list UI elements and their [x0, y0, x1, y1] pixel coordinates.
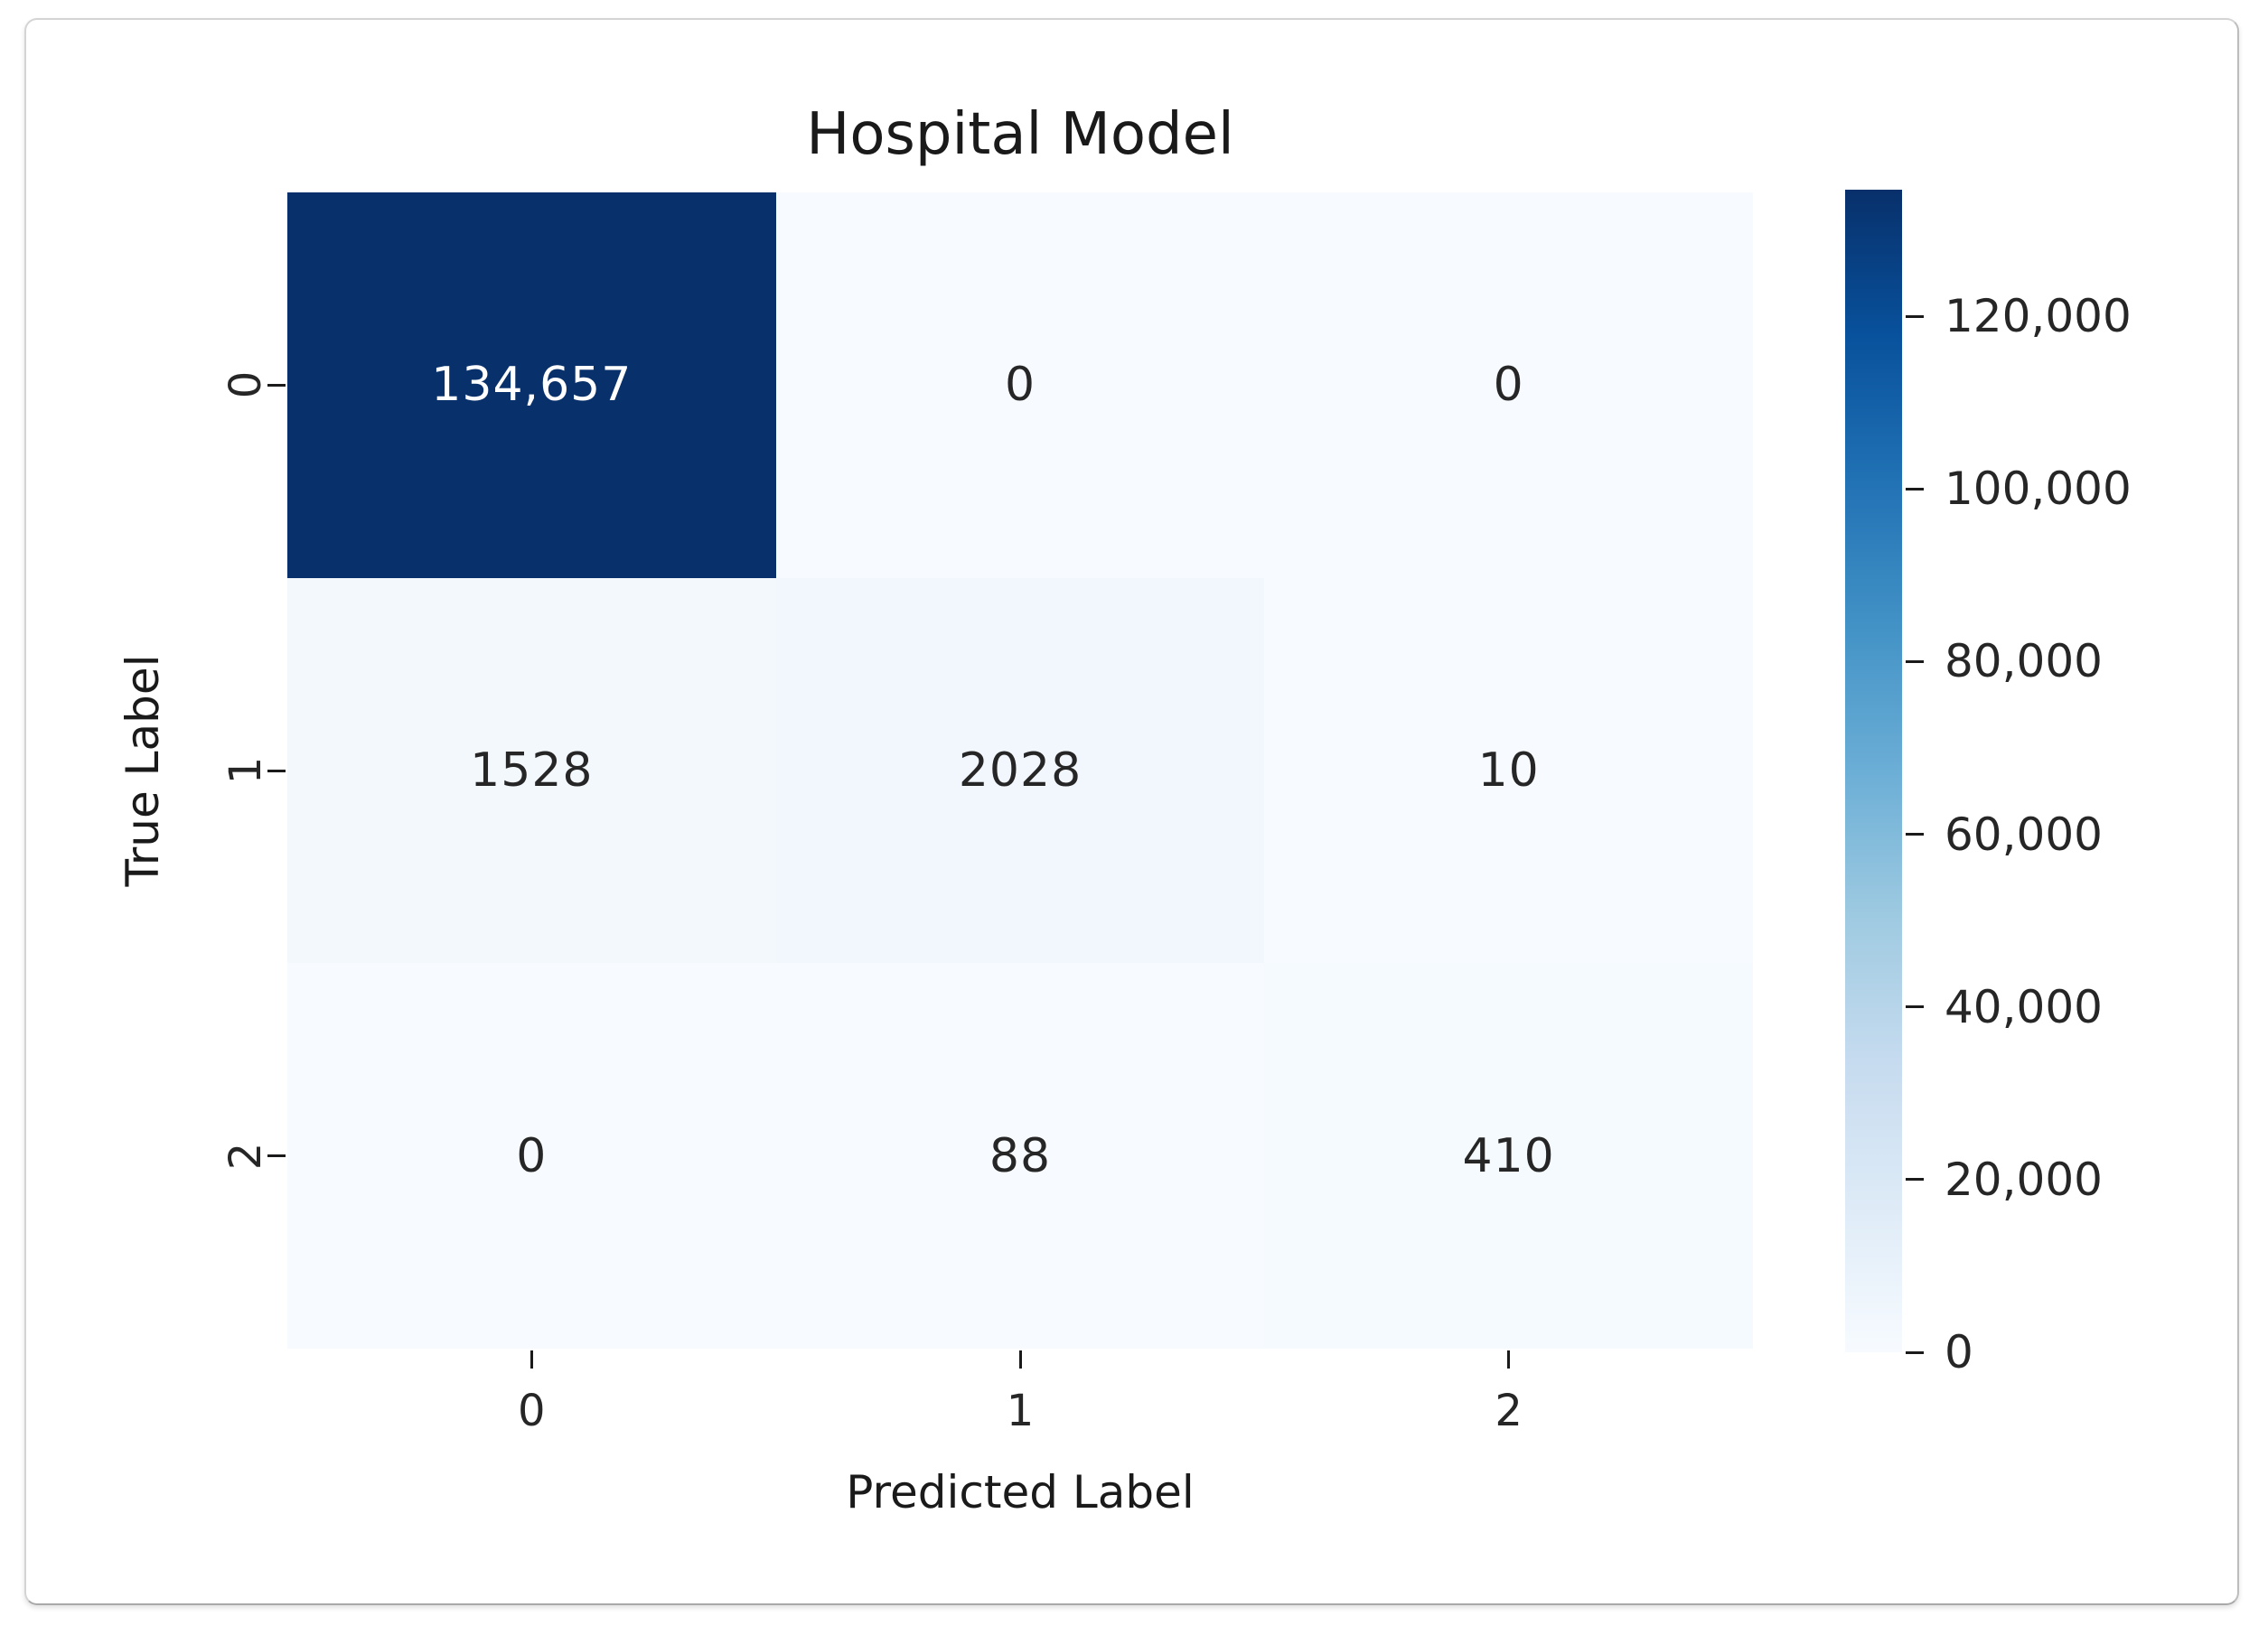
cell-value: 1528 [470, 743, 594, 798]
colorbar-tick-label: 100,000 [1945, 462, 2132, 516]
heatmap-cell-r0c1: 0 [775, 192, 1265, 578]
y-tick-mark [267, 1154, 286, 1158]
cell-value: 0 [1004, 358, 1036, 413]
heatmap-cell-r1c0: 1528 [287, 577, 776, 964]
colorbar-gradient [1845, 190, 1902, 1352]
x-tick-mark [1018, 1350, 1022, 1369]
x-tick-label: 1 [1006, 1386, 1035, 1436]
colorbar-tick-mark [1906, 1178, 1924, 1182]
x-tick-label: 2 [1495, 1386, 1523, 1436]
colorbar-tick-label: 80,000 [1945, 635, 2103, 688]
x-tick-mark [530, 1350, 533, 1369]
colorbar-tick-label: 40,000 [1945, 980, 2103, 1033]
chart-title: Hospital Model [806, 101, 1234, 168]
heatmap-cell-r2c1: 88 [775, 963, 1265, 1349]
cell-value: 88 [989, 1128, 1052, 1183]
heatmap-cell-r0c2: 0 [1264, 192, 1753, 578]
heatmap-cell-r2c2: 410 [1264, 963, 1753, 1349]
x-tick-mark [1507, 1350, 1511, 1369]
cell-value: 0 [516, 1128, 548, 1183]
y-tick-label: 2 [220, 1142, 271, 1170]
y-tick-mark [267, 769, 286, 772]
colorbar-tick-label: 120,000 [1945, 290, 2132, 343]
colorbar-tick-mark [1906, 1350, 1924, 1354]
cell-value: 0 [1493, 358, 1524, 413]
y-tick-label: 0 [220, 371, 271, 399]
cell-value: 134,657 [431, 358, 633, 413]
heatmap-cell-r1c2: 10 [1264, 577, 1753, 964]
heatmap-cell-r0c0: 134,657 [287, 192, 776, 578]
y-axis-label: True Label [117, 654, 169, 887]
heatmap-cell-r1c1: 2028 [775, 577, 1265, 964]
cell-value: 10 [1477, 743, 1540, 798]
cell-value: 410 [1462, 1128, 1555, 1183]
colorbar-tick-label: 20,000 [1945, 1153, 2103, 1206]
colorbar-tick-mark [1906, 659, 1924, 663]
colorbar-tick-mark [1906, 314, 1924, 318]
colorbar-tick-mark [1906, 833, 1924, 836]
cell-value: 2028 [958, 743, 1082, 798]
heatmap-cell-r2c0: 0 [287, 963, 776, 1349]
colorbar-tick-label: 60,000 [1945, 808, 2103, 861]
heatmap-grid: 134,657 0 0 1528 2028 10 0 88 410 [287, 192, 1753, 1349]
colorbar-tick-mark [1906, 487, 1924, 490]
colorbar-tick-label: 0 [1945, 1326, 1973, 1378]
x-axis-label: Predicted Label [846, 1466, 1195, 1518]
x-tick-label: 0 [518, 1386, 546, 1436]
colorbar-tick-mark [1906, 1005, 1924, 1009]
y-tick-label: 1 [220, 756, 271, 785]
y-tick-mark [267, 383, 286, 387]
